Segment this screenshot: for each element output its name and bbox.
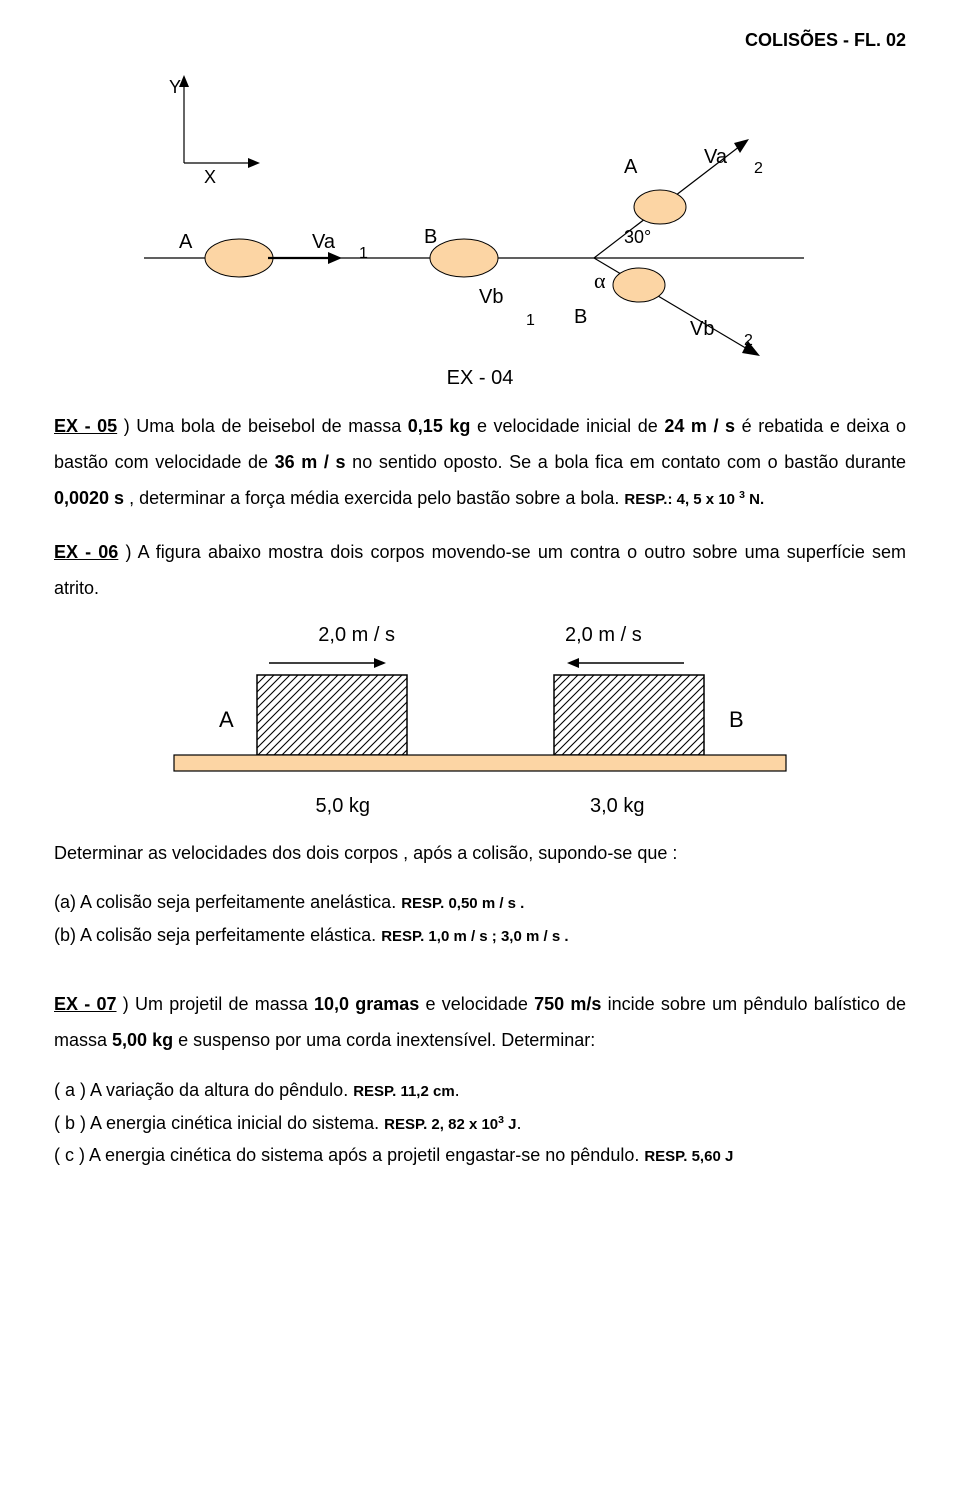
ex06-velB: 2,0 m / s bbox=[565, 624, 642, 647]
ex07-label: EX - 07 bbox=[54, 994, 117, 1014]
ex06-mB: 3,0 kg bbox=[590, 795, 644, 818]
ex06-mA: 5,0 kg bbox=[316, 795, 370, 818]
ex05-resp: RESP.: 4, 5 x 10 3 N. bbox=[624, 491, 764, 508]
ex07-paragraph: EX - 07 ) Um projetil de massa 10,0 gram… bbox=[54, 986, 906, 1058]
fig04-sub2a: 2 bbox=[754, 160, 763, 177]
ex06-velA: 2,0 m / s bbox=[318, 624, 395, 647]
axis-x-label: X bbox=[204, 167, 216, 187]
ex05-paragraph: EX - 05 ) Uma bola de beisebol de massa … bbox=[54, 408, 906, 516]
ex06-paragraph: EX - 06 ) A figura abaixo mostra dois co… bbox=[54, 534, 906, 606]
fig04-sub2b: 2 bbox=[744, 332, 753, 349]
ex06-mass-row: 5,0 kg 3,0 kg bbox=[54, 795, 906, 818]
ex06-b: (b) A colisão seja perfeitamente elástic… bbox=[54, 921, 906, 950]
ex06-A-label: A bbox=[219, 707, 234, 732]
fig04-B-low: B bbox=[574, 306, 587, 328]
ex07-respB: RESP. 2, 82 x 103 J bbox=[384, 1116, 516, 1133]
fig04-caption: EX - 04 bbox=[54, 367, 906, 390]
ex07-b: ( b ) A energia cinética inicial do sist… bbox=[54, 1109, 906, 1138]
ex06-a: (a) A colisão seja perfeitamente anelást… bbox=[54, 888, 906, 917]
fig04-Vb2: Vb bbox=[690, 318, 714, 340]
ex05-label: EX - 05 bbox=[54, 416, 117, 436]
page-header: COLISÕES - FL. 02 bbox=[54, 30, 906, 51]
fig04-Va: Va bbox=[704, 146, 728, 168]
ex06-B-label: B bbox=[729, 707, 744, 732]
ex07-respA: RESP. 11,2 cm bbox=[353, 1083, 454, 1100]
ex07-a: ( a ) A variação da altura do pêndulo. R… bbox=[54, 1076, 906, 1105]
fig04-Vb1: Vb bbox=[479, 286, 503, 308]
fig04-alpha: α bbox=[594, 268, 606, 293]
fig04-A-left: A bbox=[179, 231, 193, 253]
ex07-respC: RESP. 5,60 J bbox=[644, 1148, 733, 1165]
ex06-respA: RESP. 0,50 m / s . bbox=[401, 895, 524, 912]
fig04-A-top: A bbox=[624, 156, 638, 178]
ex07-c: ( c ) A energia cinética do sistema após… bbox=[54, 1141, 906, 1170]
axis-y-label: Y bbox=[169, 77, 181, 97]
ex06-respB: RESP. 1,0 m / s ; 3,0 m / s . bbox=[381, 928, 568, 945]
ex06-det: Determinar as velocidades dos dois corpo… bbox=[54, 836, 906, 870]
figure-ex06: A B bbox=[54, 647, 906, 787]
ex06-label: EX - 06 bbox=[54, 542, 118, 562]
ex06-velocity-row: 2,0 m / s 2,0 m / s bbox=[54, 624, 906, 647]
fig04-sub1a: 1 bbox=[359, 245, 368, 262]
fig04-Va1: Va bbox=[312, 231, 336, 253]
fig04-B-mid: B bbox=[424, 226, 437, 248]
fig04-sub1b: 1 bbox=[526, 312, 535, 329]
figure-ex04: Y X A Va 2 A Va 1 B Vb 1 30° α B bbox=[54, 63, 906, 373]
fig04-angle: 30° bbox=[624, 227, 651, 247]
